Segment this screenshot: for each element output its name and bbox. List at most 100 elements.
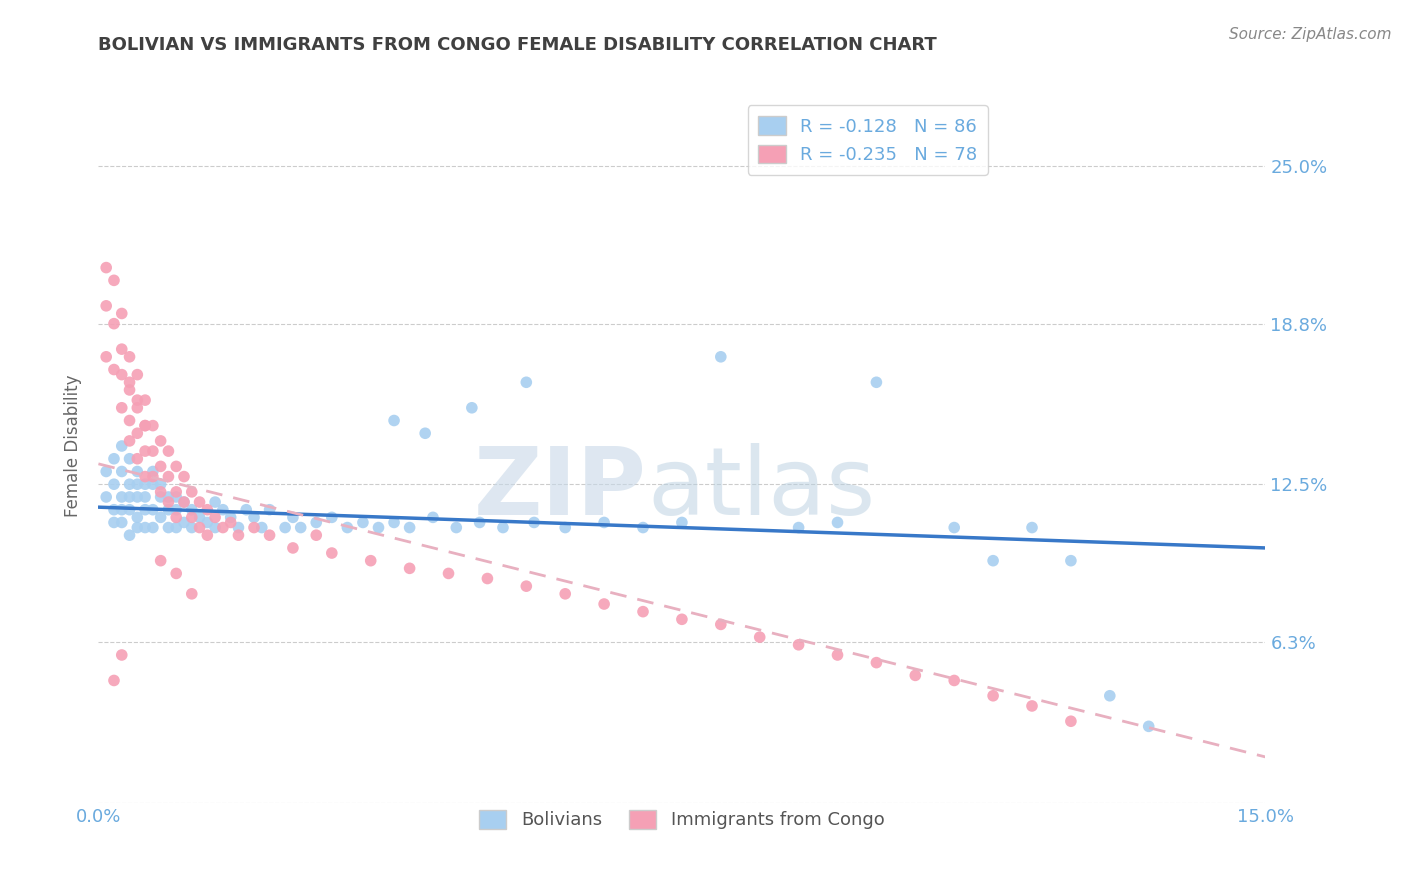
Point: [103, 502, 125, 516]
Point: [290, 520, 312, 534]
Point: [228, 520, 250, 534]
Point: [180, 587, 202, 601]
Y-axis label: Female Disability: Female Disability: [65, 375, 83, 517]
Point: [165, 510, 187, 524]
Point: [111, 502, 134, 516]
Point: [111, 439, 134, 453]
Point: [111, 342, 134, 356]
Point: [118, 413, 141, 427]
Point: [111, 490, 134, 504]
Point: [515, 376, 537, 390]
Point: [305, 528, 328, 542]
Point: [235, 502, 257, 516]
Point: [461, 401, 484, 415]
Point: [127, 401, 149, 415]
Point: [142, 465, 165, 479]
Point: [321, 510, 343, 524]
Point: [827, 516, 849, 530]
Legend: Bolivians, Immigrants from Congo: Bolivians, Immigrants from Congo: [472, 803, 891, 837]
Point: [943, 520, 966, 534]
Point: [219, 510, 242, 524]
Point: [103, 673, 125, 688]
Point: [96, 490, 118, 504]
Text: ZIP: ZIP: [474, 442, 647, 535]
Point: [103, 273, 125, 287]
Point: [118, 477, 141, 491]
Point: [149, 484, 172, 499]
Point: [1098, 689, 1121, 703]
Point: [188, 520, 211, 534]
Point: [118, 528, 141, 542]
Point: [127, 477, 149, 491]
Point: [118, 451, 141, 466]
Point: [127, 520, 149, 534]
Point: [127, 368, 149, 382]
Point: [127, 465, 149, 479]
Point: [157, 469, 180, 483]
Point: [281, 541, 304, 555]
Point: [118, 490, 141, 504]
Point: [118, 350, 141, 364]
Point: [96, 299, 118, 313]
Point: [1137, 719, 1160, 733]
Point: [631, 605, 654, 619]
Point: [631, 520, 654, 534]
Point: [748, 630, 770, 644]
Text: Source: ZipAtlas.com: Source: ZipAtlas.com: [1229, 27, 1392, 42]
Point: [398, 561, 420, 575]
Point: [274, 520, 297, 534]
Point: [165, 459, 187, 474]
Point: [149, 477, 172, 491]
Point: [103, 362, 125, 376]
Point: [111, 465, 134, 479]
Point: [336, 520, 359, 534]
Point: [134, 393, 156, 408]
Text: BOLIVIAN VS IMMIGRANTS FROM CONGO FEMALE DISABILITY CORRELATION CHART: BOLIVIAN VS IMMIGRANTS FROM CONGO FEMALE…: [98, 36, 938, 54]
Point: [149, 554, 172, 568]
Point: [149, 490, 172, 504]
Point: [118, 502, 141, 516]
Point: [165, 502, 187, 516]
Point: [173, 495, 195, 509]
Point: [134, 477, 156, 491]
Point: [477, 572, 499, 586]
Point: [981, 689, 1004, 703]
Point: [96, 465, 118, 479]
Point: [787, 638, 810, 652]
Point: [157, 502, 180, 516]
Point: [904, 668, 927, 682]
Point: [671, 612, 693, 626]
Point: [204, 495, 226, 509]
Point: [554, 520, 576, 534]
Point: [259, 528, 281, 542]
Point: [195, 502, 218, 516]
Point: [188, 495, 211, 509]
Point: [710, 350, 733, 364]
Point: [468, 516, 491, 530]
Point: [259, 502, 281, 516]
Point: [446, 520, 468, 534]
Point: [149, 510, 172, 524]
Point: [188, 510, 211, 524]
Point: [671, 516, 693, 530]
Point: [134, 444, 156, 458]
Point: [413, 426, 436, 441]
Point: [250, 520, 273, 534]
Point: [281, 510, 304, 524]
Point: [165, 520, 187, 534]
Point: [103, 317, 125, 331]
Point: [103, 516, 125, 530]
Point: [981, 554, 1004, 568]
Point: [134, 502, 156, 516]
Point: [180, 510, 202, 524]
Point: [134, 490, 156, 504]
Point: [157, 495, 180, 509]
Point: [111, 648, 134, 662]
Point: [1060, 714, 1083, 729]
Point: [212, 520, 235, 534]
Point: [142, 444, 165, 458]
Point: [142, 418, 165, 433]
Point: [593, 516, 616, 530]
Point: [111, 368, 134, 382]
Point: [111, 516, 134, 530]
